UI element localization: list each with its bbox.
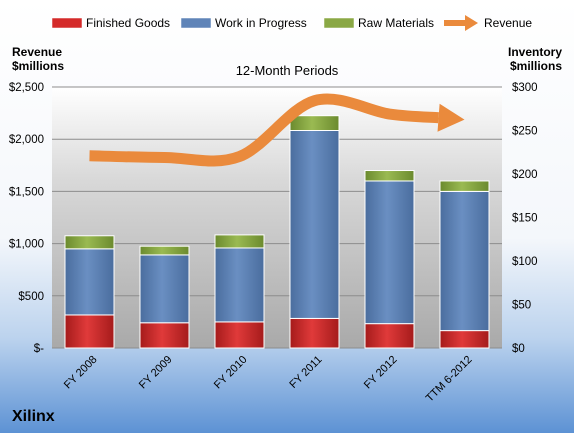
- bar-work-in-progress-1: [139, 254, 190, 324]
- left-tick-label-5: $2,500: [9, 82, 44, 94]
- legend-swatch-raw-materials: [323, 17, 355, 29]
- revenue-arrowhead: [437, 103, 465, 132]
- left-tick-label-3: $1,500: [9, 186, 44, 198]
- legend-arrow-head: [465, 15, 478, 31]
- left-axis-label-line1: Revenue: [12, 45, 62, 59]
- right-tick-label-0: $0: [512, 343, 525, 355]
- legend-label-work-in-progress: Work in Progress: [215, 16, 307, 30]
- bar-raw-materials-4: [364, 170, 415, 182]
- bar-raw-materials-0: [64, 235, 115, 250]
- bar-finished-goods-3: [289, 317, 340, 349]
- right-tick-label-4: $200: [512, 169, 538, 181]
- bar-work-in-progress-4: [364, 180, 415, 325]
- bar-work-in-progress-0: [64, 248, 115, 316]
- right-axis-label-line2: $millions: [510, 59, 562, 73]
- left-tick-label-4: $2,000: [9, 134, 44, 146]
- bar-work-in-progress-5: [439, 190, 490, 332]
- bar-work-in-progress-3: [289, 130, 340, 319]
- legend: Finished Goods Work in Progress Raw Materi…: [51, 15, 532, 31]
- right-tick-label-6: $300: [512, 82, 538, 94]
- bars: [64, 115, 490, 349]
- bar-raw-materials-5: [439, 180, 490, 192]
- right-tick-label-1: $50: [512, 300, 531, 312]
- right-tick-label-2: $100: [512, 256, 538, 268]
- gridlines: [52, 86, 502, 349]
- bar-raw-materials-1: [139, 245, 190, 256]
- bar-raw-materials-3: [289, 115, 340, 131]
- legend-label-revenue: Revenue: [484, 16, 532, 30]
- left-axis-ticks: $- $500 $1,000 $1,500 $2,000 $2,500: [9, 82, 44, 355]
- bar-finished-goods-5: [439, 330, 490, 349]
- revenue-line: [89, 93, 439, 167]
- left-tick-label-0: $-: [34, 343, 44, 355]
- right-tick-label-5: $250: [512, 126, 538, 138]
- legend-label-raw-materials: Raw Materials: [358, 16, 434, 30]
- bar-raw-materials-2: [214, 234, 265, 249]
- revenue-line-layer: [89, 93, 465, 167]
- legend-swatch-finished-goods: [51, 17, 83, 29]
- bar-work-in-progress-2: [214, 247, 265, 323]
- bar-finished-goods-0: [64, 314, 115, 349]
- left-tick-label-1: $500: [18, 291, 44, 303]
- legend-swatch-work-in-progress: [180, 17, 212, 29]
- bar-finished-goods-2: [214, 321, 265, 349]
- left-tick-label-2: $1,000: [9, 239, 44, 251]
- left-axis-label-line2: $millions: [12, 59, 64, 73]
- bar-finished-goods-1: [139, 322, 190, 349]
- right-tick-label-3: $150: [512, 213, 538, 225]
- right-axis-label-line1: Inventory: [508, 45, 562, 59]
- chart-title: 12-Month Periods: [236, 63, 339, 78]
- legend-label-finished-goods: Finished Goods: [86, 16, 170, 30]
- right-axis-ticks: $0 $50 $100 $150 $200 $250 $300: [512, 82, 538, 355]
- company-name: Xilinx: [12, 408, 55, 425]
- bar-finished-goods-4: [364, 323, 415, 349]
